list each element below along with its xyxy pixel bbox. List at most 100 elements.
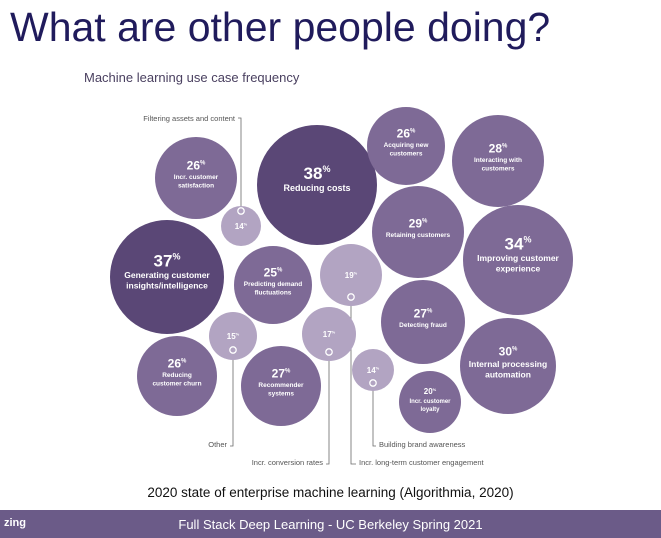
bubble-incr-customer-satisfaction: 26%Incr. customer satisfaction bbox=[155, 137, 237, 219]
bubble-label: Internal processing bbox=[469, 359, 547, 369]
bubble-value: 19% bbox=[345, 271, 358, 280]
bubble-label: Predicting demand bbox=[244, 281, 303, 288]
bubble-value: 28% bbox=[489, 142, 508, 156]
bubble-building-brand-awareness: 14% bbox=[352, 349, 394, 391]
bubble-circle bbox=[155, 137, 237, 219]
leader-dot-other bbox=[229, 346, 237, 354]
bubble-label: experience bbox=[496, 264, 541, 274]
bubble-label: customers bbox=[390, 151, 423, 158]
bubble-label: Incr. customer bbox=[174, 174, 219, 181]
bubble-circle bbox=[320, 244, 382, 306]
bubble-value: 25% bbox=[264, 266, 283, 280]
bubble-circle bbox=[221, 206, 261, 246]
bubble-label: fluctuations bbox=[255, 290, 292, 297]
bubble-acquiring-new-customers: 26%Acquiring new customers bbox=[367, 107, 445, 185]
bubble-value: 14% bbox=[235, 222, 248, 231]
bubble-circle bbox=[302, 307, 356, 361]
bubble-incr-customer-loyalty: 20% Incr. customer loyalty bbox=[399, 371, 461, 433]
footer-left-text: zing bbox=[4, 517, 26, 529]
bubble-label: Retaining customers bbox=[386, 232, 451, 239]
outside-label-other: Other bbox=[208, 440, 227, 449]
outside-label-incr-conversion-rates: Incr. conversion rates bbox=[252, 458, 324, 467]
bubble-value: 20% bbox=[424, 387, 437, 396]
bubble-detecting-fraud: 27% Detecting fraud bbox=[381, 280, 465, 364]
bubble-label: Interacting with bbox=[474, 157, 522, 164]
bubble-value: 27% bbox=[272, 367, 291, 381]
bubble-recommender-systems: 27%Recommender systems bbox=[241, 346, 321, 426]
bubble-label: loyalty bbox=[420, 407, 440, 413]
bubble-circle bbox=[399, 371, 461, 433]
bubble-circle bbox=[452, 115, 544, 207]
footer-course-text: Full Stack Deep Learning - UC Berkeley S… bbox=[178, 517, 483, 532]
bubble-value: 15% bbox=[227, 332, 240, 341]
outside-label-filtering-assets-and-content: Filtering assets and content bbox=[143, 114, 236, 123]
bubble-label: Recommender bbox=[258, 382, 304, 389]
bubble-circle bbox=[137, 336, 217, 416]
bubble-incr-long-term-customer-engagement: 19% bbox=[320, 244, 382, 306]
bubble-circle bbox=[234, 246, 312, 324]
bubble-label: customers bbox=[482, 166, 515, 173]
leader-line-building-brand-awareness bbox=[372, 383, 376, 447]
bubble-label: insights/intelligence bbox=[126, 281, 208, 291]
bubble-circle bbox=[367, 107, 445, 185]
leader-line-incr-long-term-customer-engagement bbox=[350, 297, 356, 465]
leader-line-filtering-assets-and-content bbox=[238, 117, 242, 211]
leader-dot-incr-conversion-rates bbox=[325, 348, 333, 356]
bubble-circle bbox=[241, 346, 321, 426]
bubble-reducing-costs: 38%Reducing costs bbox=[257, 125, 377, 245]
bubble-circle bbox=[463, 205, 573, 315]
bubble-predicting-demand-fluctuations: 25%Predicting demand fluctuations bbox=[234, 246, 312, 324]
leader-line-other bbox=[230, 350, 234, 447]
bubble-generating-customer-insights-intelligence: 37%Generating customerinsights/intellige… bbox=[110, 220, 224, 334]
bubble-chart: Machine learning use case frequency 38%R… bbox=[84, 70, 573, 467]
bubble-interacting-with-customers: 28%Interacting with customers bbox=[452, 115, 544, 207]
bubble-circle bbox=[110, 220, 224, 334]
bubble-label: Improving customer bbox=[477, 253, 559, 263]
bubble-reducing-customer-churn: 26%Reducing customer churn bbox=[137, 336, 217, 416]
leader-dot-building-brand-awareness bbox=[369, 379, 377, 387]
bubble-value: 29% bbox=[409, 216, 428, 230]
bubble-value: 26% bbox=[168, 357, 187, 371]
outside-label-incr-long-term-customer-engagement: Incr. long-term customer engagement bbox=[359, 458, 485, 467]
bubble-label: systems bbox=[268, 391, 294, 398]
bubble-value: 30% bbox=[499, 345, 518, 359]
bubble-label: Reducing bbox=[162, 372, 192, 379]
bubble-circle bbox=[352, 349, 394, 391]
bubble-label: customer churn bbox=[152, 381, 201, 388]
bubble-value: 27% bbox=[414, 306, 433, 320]
bubble-circle bbox=[381, 280, 465, 364]
bubble-value: 17% bbox=[323, 330, 336, 339]
bubble-label: Incr. customer bbox=[409, 399, 451, 405]
leader-line-incr-conversion-rates bbox=[326, 352, 330, 465]
bubble-circle bbox=[372, 186, 464, 278]
footer-bar: zing Full Stack Deep Learning - UC Berke… bbox=[0, 510, 661, 538]
bubble-value: 38% bbox=[304, 164, 331, 183]
bubble-filtering-assets-and-content: 14% bbox=[221, 206, 261, 246]
chart-caption: 2020 state of enterprise machine learnin… bbox=[147, 485, 514, 500]
leader-dot-filtering-assets-and-content bbox=[237, 207, 245, 215]
bubble-label: automation bbox=[485, 370, 531, 380]
leader-lines bbox=[230, 117, 376, 465]
leader-dot-incr-long-term-customer-engagement bbox=[347, 293, 355, 301]
bubble-label: Reducing costs bbox=[283, 183, 350, 193]
outside-label-building-brand-awareness: Building brand awareness bbox=[379, 440, 466, 449]
bubble-label: Acquiring new bbox=[384, 142, 430, 149]
bubble-label: satisfaction bbox=[178, 183, 214, 190]
bubble-incr-conversion-rates: 17% bbox=[302, 307, 356, 361]
slide-title: What are other people doing? bbox=[10, 4, 551, 50]
bubble-other: 15% bbox=[209, 312, 257, 360]
bubble-value: 34% bbox=[505, 235, 532, 254]
bubble-circle bbox=[257, 125, 377, 245]
chart-title: Machine learning use case frequency bbox=[84, 70, 300, 85]
bubble-label: Generating customer bbox=[124, 270, 210, 280]
bubble-value: 14% bbox=[367, 366, 380, 375]
bubbles: 38%Reducing costs 37%Generating customeri… bbox=[110, 107, 573, 467]
bubble-circle bbox=[460, 318, 556, 414]
bubble-value: 37% bbox=[154, 252, 181, 271]
bubble-retaining-customers: 29% Retaining customers bbox=[372, 186, 464, 278]
bubble-label: Detecting fraud bbox=[399, 322, 447, 329]
bubble-value: 26% bbox=[397, 127, 416, 141]
bubble-value: 26% bbox=[187, 159, 206, 173]
